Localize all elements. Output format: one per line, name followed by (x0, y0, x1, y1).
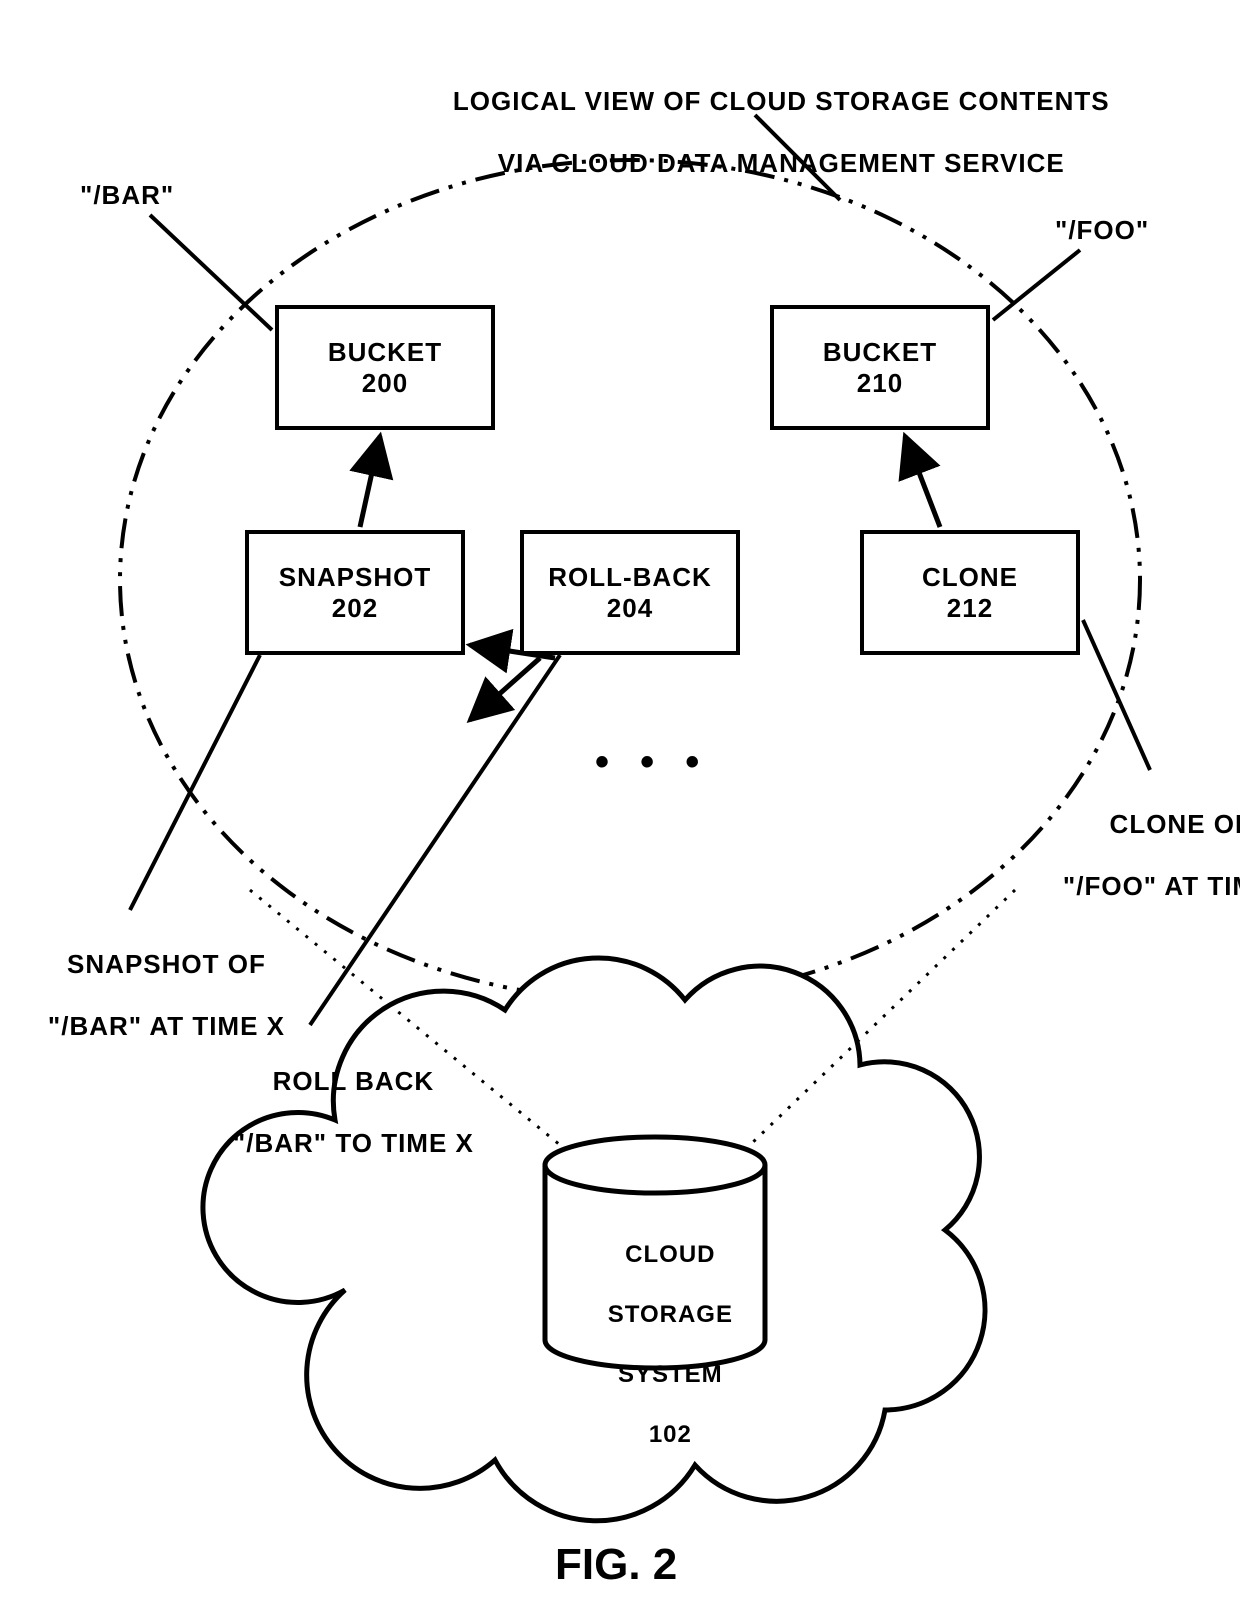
leader-rollback (310, 655, 560, 1025)
label-clone: CLONE OF "/FOO" AT TIME Z (1030, 778, 1240, 933)
diagram-stage: LOGICAL VIEW OF CLOUD STORAGE CONTENTS V… (0, 0, 1240, 1615)
label-foo: "/FOO" (1055, 215, 1149, 246)
arrow-rollback-to-snapshot (470, 658, 540, 720)
box-bucket-200: BUCKET 200 (275, 305, 495, 430)
arrow-snapshot-to-bucket (360, 436, 380, 527)
label-bar: "/BAR" (80, 180, 174, 211)
ellipsis-dots: • • • (595, 740, 709, 785)
leader-clone (1083, 620, 1150, 770)
leader-bar (150, 215, 272, 330)
cylinder-label: CLOUD STORAGE SYSTEM 102 (560, 1210, 750, 1480)
box-rollback-204: ROLL-BACK 204 (520, 530, 740, 655)
title-line1: LOGICAL VIEW OF CLOUD STORAGE CONTENTS (453, 86, 1110, 116)
leader-foo (993, 250, 1080, 320)
box-bucket-210: BUCKET 210 (770, 305, 990, 430)
label-rollback: ROLL BACK "/BAR" TO TIME X (200, 1035, 474, 1190)
box-clone-212: CLONE 212 (860, 530, 1080, 655)
leader-snapshot (130, 655, 260, 910)
figure-caption: FIG. 2 (555, 1540, 677, 1590)
title-line2: VIA CLOUD DATA MANAGEMENT SERVICE (498, 148, 1065, 178)
arrow-clone-to-bucket (905, 436, 940, 527)
diagram-title: LOGICAL VIEW OF CLOUD STORAGE CONTENTS V… (420, 55, 1110, 210)
box-snapshot-202: SNAPSHOT 202 (245, 530, 465, 655)
